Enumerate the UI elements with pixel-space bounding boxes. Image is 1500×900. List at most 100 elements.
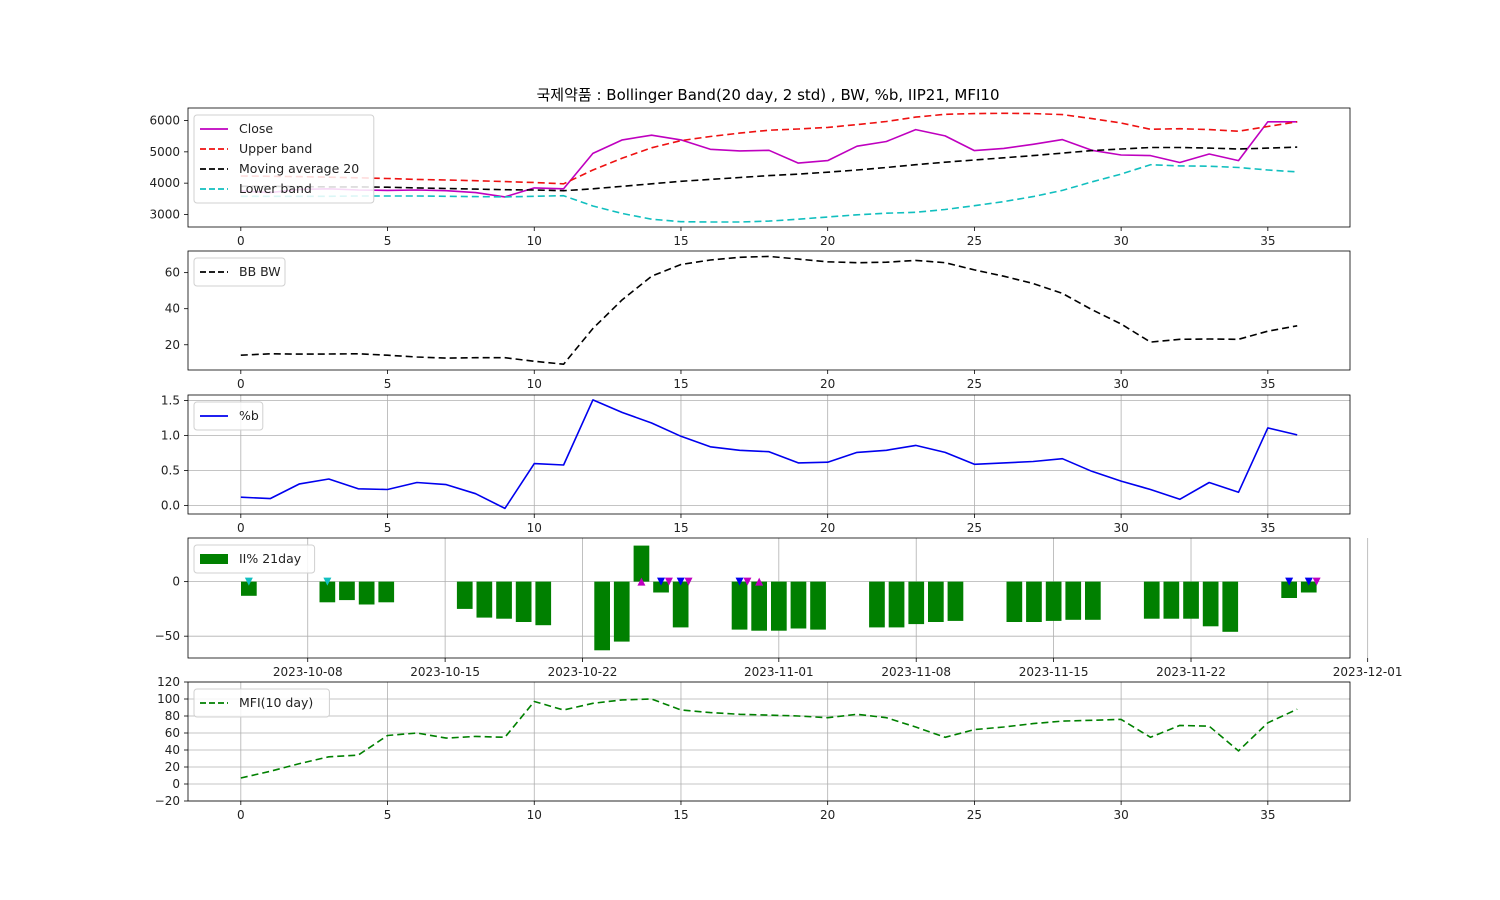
data-point-mfi-10-day <box>474 735 477 738</box>
data-point-b <box>269 497 272 500</box>
x-tick-label: 2023-10-15 <box>410 665 480 679</box>
data-point-close <box>1149 154 1152 157</box>
data-point-bb-bw <box>885 261 888 264</box>
data-point-b <box>357 487 360 490</box>
data-point-moving-average-20 <box>826 171 829 174</box>
data-point-upper-band <box>1090 117 1093 120</box>
bar <box>1065 581 1082 620</box>
data-point-close <box>767 149 770 152</box>
data-point-mfi-10-day <box>591 702 594 705</box>
data-point-lower-band <box>973 204 976 207</box>
figure-title: 국제약품 : Bollinger Band(20 day, 2 std) , B… <box>536 86 999 104</box>
x-tick-label: 10 <box>527 234 542 248</box>
data-point-upper-band <box>621 157 624 160</box>
data-point-moving-average-20 <box>474 188 477 191</box>
data-point-bb-bw <box>1296 324 1299 327</box>
x-tick-label: 25 <box>967 377 982 391</box>
x-tick-label: 10 <box>527 808 542 822</box>
signal-marker-up <box>637 577 646 586</box>
legend-box <box>193 544 316 574</box>
data-point-moving-average-20 <box>738 176 741 179</box>
data-point-b <box>709 445 712 448</box>
x-tick-label: 0 <box>237 808 245 822</box>
data-point-moving-average-20 <box>914 163 917 166</box>
data-point-mfi-10-day <box>826 716 829 719</box>
y-tick-label: −20 <box>155 794 180 808</box>
data-point-moving-average-20 <box>679 180 682 183</box>
x-tick-label: 20 <box>820 377 835 391</box>
data-point-upper-band <box>386 177 389 180</box>
y-tick-label: −50 <box>155 629 180 643</box>
data-point-upper-band <box>533 181 536 184</box>
data-point-mfi-10-day <box>885 716 888 719</box>
series-line-bb-bw <box>240 255 1298 366</box>
signal-marker-down <box>1304 577 1313 586</box>
axes-frame <box>187 537 1351 659</box>
bar <box>1222 581 1239 632</box>
data-point-upper-band <box>591 168 594 171</box>
x-tick-label: 2023-12-01 <box>1333 665 1403 679</box>
data-point-moving-average-20 <box>709 178 712 181</box>
data-point-upper-band <box>562 182 565 185</box>
data-point-bb-bw <box>445 357 448 360</box>
y-tick-label: 0.5 <box>161 464 180 478</box>
data-point-b <box>298 482 301 485</box>
data-point-upper-band <box>767 129 770 132</box>
data-point-mfi-10-day <box>445 737 448 740</box>
data-point-mfi-10-day <box>709 711 712 714</box>
data-point-lower-band <box>445 195 448 198</box>
x-tick-label: 15 <box>673 521 688 535</box>
data-point-mfi-10-day <box>269 770 272 773</box>
data-point-moving-average-20 <box>885 166 888 169</box>
signal-marker-down <box>1285 577 1294 586</box>
data-point-mfi-10-day <box>738 713 741 716</box>
data-point-b <box>1237 491 1240 494</box>
data-point-close <box>1120 153 1123 156</box>
data-point-moving-average-20 <box>445 187 448 190</box>
series-line-upper-band <box>240 112 1298 185</box>
x-tick-label: 5 <box>384 234 392 248</box>
data-point-bb-bw <box>327 352 330 355</box>
data-point-moving-average-20 <box>1032 154 1035 157</box>
x-tick-label: 35 <box>1260 377 1275 391</box>
data-point-upper-band <box>1178 127 1181 130</box>
data-point-moving-average-20 <box>1149 146 1152 149</box>
intraday-intensity-panel: 2023-10-08 2023-10-15 2023-10-22 2023-11-01… <box>155 537 1403 679</box>
x-tick-label: 20 <box>820 234 835 248</box>
data-point-upper-band <box>650 146 653 149</box>
data-point-mfi-10-day <box>327 755 330 758</box>
bar <box>1163 581 1180 619</box>
legend-label: II% 21day <box>239 551 302 566</box>
data-point-bb-bw <box>621 298 624 301</box>
data-point-moving-average-20 <box>1296 146 1299 149</box>
signal-marker-down <box>323 577 332 586</box>
data-point-bb-bw <box>914 259 917 262</box>
data-point-bb-bw <box>239 354 242 357</box>
data-point-moving-average-20 <box>1002 156 1005 159</box>
data-point-moving-average-20 <box>1120 147 1123 150</box>
data-point-b <box>973 463 976 466</box>
data-point-mfi-10-day <box>1149 736 1152 739</box>
legend-label: Upper band <box>239 141 312 156</box>
data-point-lower-band <box>474 195 477 198</box>
data-point-bb-bw <box>650 275 653 278</box>
data-point-upper-band <box>709 135 712 138</box>
x-tick-label: 0 <box>237 234 245 248</box>
data-point-b <box>914 444 917 447</box>
bar <box>790 581 807 629</box>
data-point-upper-band <box>445 178 448 181</box>
bollinger-band-panel: 0 5 10 15 20 25 30 35 3000 4000 5000 6000 Close Upper… <box>149 107 1351 248</box>
x-tick-label: 2023-10-08 <box>273 665 343 679</box>
x-tick-label: 0 <box>237 521 245 535</box>
bar <box>535 581 552 626</box>
data-point-bb-bw <box>562 363 565 366</box>
x-tick-label: 2023-10-22 <box>548 665 618 679</box>
bar <box>751 581 767 631</box>
data-point-upper-band <box>973 112 976 115</box>
data-point-bb-bw <box>826 260 829 263</box>
data-point-close <box>1266 120 1269 123</box>
x-tick-label: 35 <box>1260 808 1275 822</box>
bar <box>672 581 689 628</box>
y-tick-label: 60 <box>165 266 180 280</box>
